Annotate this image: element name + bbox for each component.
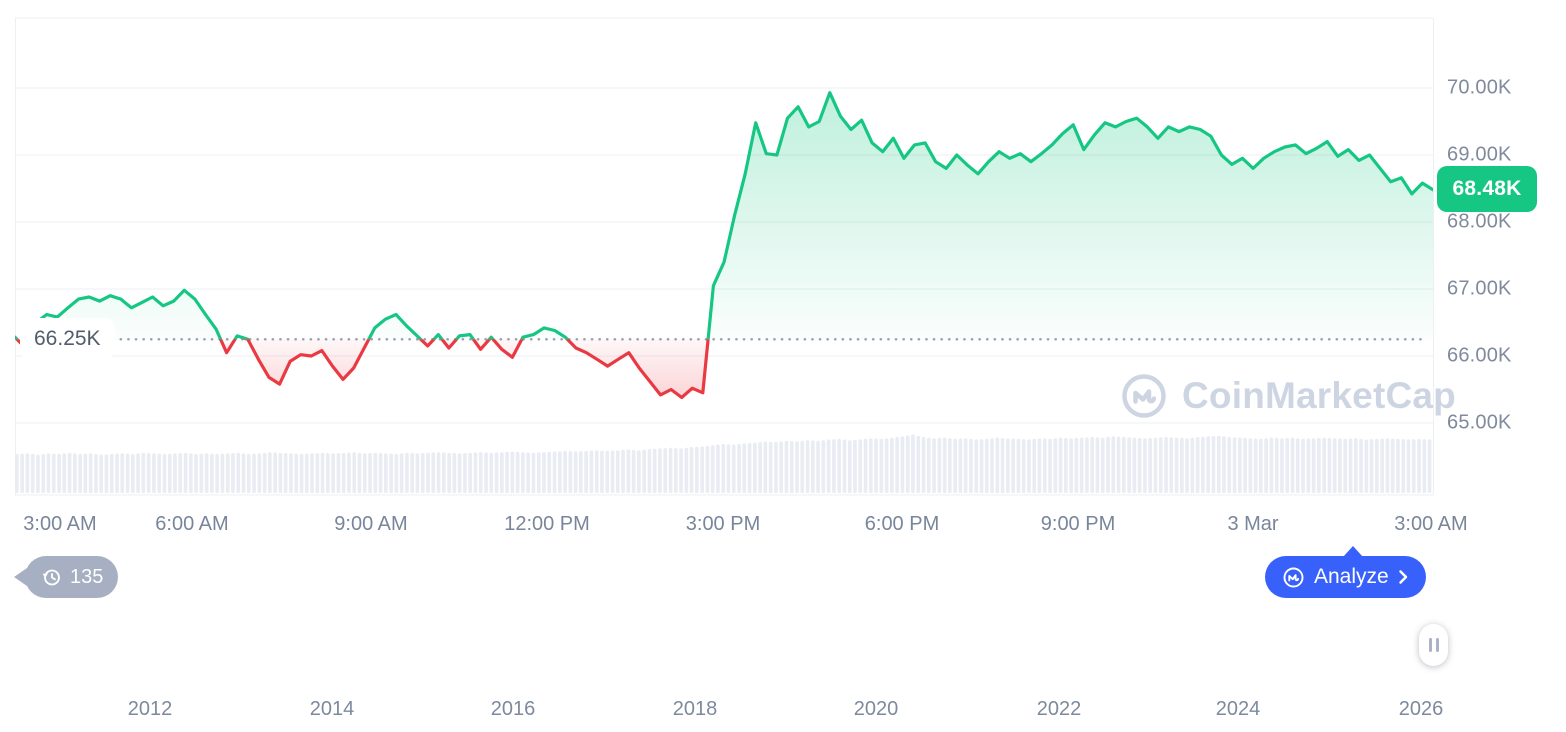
minimap-year-label: 2018 xyxy=(672,698,718,720)
analyze-button[interactable]: Analyze xyxy=(1265,546,1426,598)
x-axis-tick-label: 6:00 AM xyxy=(155,513,229,535)
tooltip-tail xyxy=(14,568,27,586)
history-clock-icon xyxy=(42,569,60,585)
minimap-year-label: 2022 xyxy=(1036,698,1082,720)
y-axis-tick-label: 67.00K xyxy=(1447,277,1512,300)
coinmarketcap-watermark: CoinMarketCap xyxy=(1120,372,1456,420)
history-count-tooltip: 135 xyxy=(14,556,119,598)
current-price-badge: 68.48K xyxy=(1437,166,1537,212)
price-chart-canvas[interactable] xyxy=(0,0,1566,600)
minimap-range-handle[interactable] xyxy=(1419,624,1448,666)
y-axis-tick-label: 69.00K xyxy=(1447,143,1512,166)
coinmarketcap-logo-icon xyxy=(1283,567,1304,587)
x-axis-tick-label: 9:00 AM xyxy=(334,513,408,535)
minimap-year-label: 2014 xyxy=(309,698,355,720)
minimap-year-label: 2016 xyxy=(490,698,536,720)
watermark-text: CoinMarketCap xyxy=(1182,375,1456,416)
x-axis-tick-label: 3:00 PM xyxy=(685,513,761,535)
baseline-price-value: 66.25K xyxy=(34,326,101,350)
chevron-right-icon xyxy=(1398,570,1407,584)
y-axis-tick-label: 70.00K xyxy=(1447,76,1512,99)
y-axis-tick-label: 66.00K xyxy=(1447,344,1512,367)
current-price-value: 68.48K xyxy=(1452,177,1522,200)
coinmarketcap-logo-icon xyxy=(1122,374,1166,418)
x-axis-tick-label: 9:00 PM xyxy=(1040,513,1116,535)
history-count-value: 135 xyxy=(70,565,104,588)
x-axis-tick-label: 3 Mar xyxy=(1227,513,1279,535)
analyze-button-pointer xyxy=(1343,546,1363,557)
analyze-button-label: Analyze xyxy=(1314,565,1389,588)
x-axis-tick-label: 6:00 PM xyxy=(864,513,940,535)
handle-grip-bar xyxy=(1428,638,1432,652)
handle-grip-bar xyxy=(1435,638,1439,652)
minimap-year-label: 2012 xyxy=(127,698,173,720)
minimap-year-label: 2026 xyxy=(1398,698,1444,720)
x-axis-tick-label: 3:00 AM xyxy=(23,513,97,535)
minimap-year-label: 2024 xyxy=(1215,698,1261,720)
x-axis-tick-label: 3:00 AM xyxy=(1394,513,1468,535)
y-axis-tick-label: 68.00K xyxy=(1447,210,1512,233)
y-axis-tick-label: 65.00K xyxy=(1447,411,1512,434)
baseline-price-label: 66.25K xyxy=(20,318,115,359)
x-axis-tick-label: 12:00 PM xyxy=(504,513,590,535)
minimap-year-label: 2020 xyxy=(853,698,899,720)
